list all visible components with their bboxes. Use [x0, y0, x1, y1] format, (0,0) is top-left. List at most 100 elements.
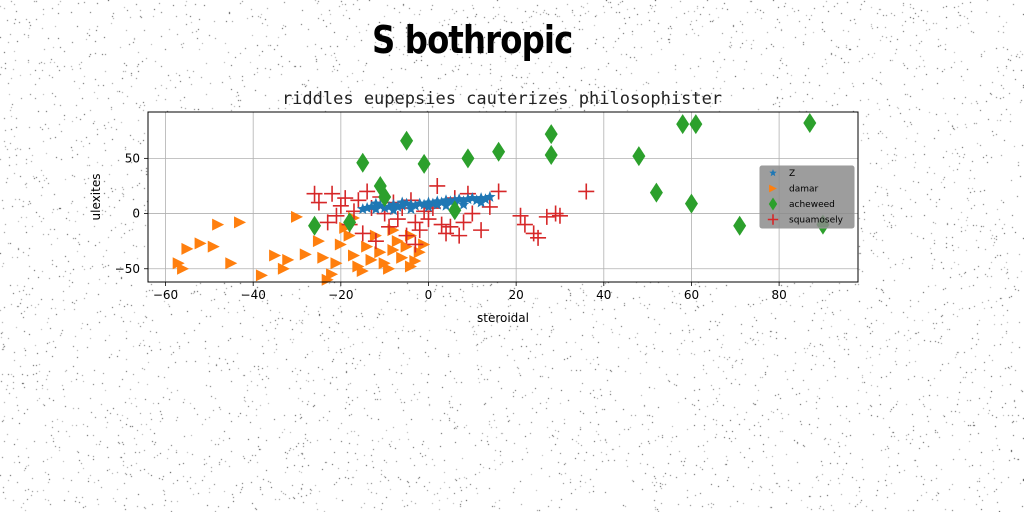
point-damar [291, 210, 304, 223]
point-squamosely [512, 207, 529, 224]
chart-title: riddles eupepsies cauterizes philosophis… [282, 89, 722, 109]
point-z [387, 204, 400, 216]
point-squamosely [442, 218, 459, 235]
point-acheweed [356, 152, 370, 173]
legend-marker-squamosely [767, 214, 779, 225]
point-acheweed [632, 146, 646, 167]
point-acheweed [803, 113, 817, 134]
legend-marker-z [769, 169, 777, 177]
point-squamosely [407, 214, 424, 231]
x-tick-label: 60 [684, 288, 699, 302]
legend-label-acheweed: acheweed [789, 200, 835, 210]
point-damar [312, 235, 325, 248]
point-z [396, 196, 408, 208]
point-damar [269, 249, 282, 262]
x-axis-ticks: −60 −40 −20 0 20 40 60 80 [153, 282, 787, 302]
point-acheweed [378, 187, 392, 207]
figure-suptitle: S bothropic [372, 18, 573, 62]
point-damar [413, 246, 426, 259]
point-acheweed [343, 212, 357, 233]
series-damar [172, 210, 431, 286]
series-acheweed [308, 113, 830, 236]
point-squamosely [438, 225, 455, 242]
plot-frame [147, 111, 859, 283]
point-squamosely [319, 214, 336, 231]
point-acheweed [400, 130, 414, 151]
y-axis-label: ulexites [89, 174, 103, 221]
point-z [484, 191, 496, 202]
point-damar [334, 238, 347, 251]
point-z [405, 203, 417, 214]
point-squamosely [332, 197, 349, 214]
point-damar [418, 238, 431, 251]
point-squamosely [525, 225, 542, 242]
point-squamosely [433, 216, 450, 233]
point-damar [396, 251, 409, 264]
y-tick-label: −50 [115, 262, 140, 276]
point-acheweed [492, 141, 506, 162]
point-squamosely [411, 222, 428, 239]
point-squamosely [538, 208, 555, 225]
point-damar [330, 257, 343, 270]
point-damar [347, 249, 360, 262]
point-squamosely [481, 198, 498, 215]
point-squamosely [464, 205, 481, 222]
y-axis-ticks: −50 0 50 [115, 151, 148, 276]
point-damar [387, 243, 400, 256]
point-squamosely [310, 194, 327, 211]
point-acheweed [684, 193, 698, 214]
point-z [409, 199, 422, 211]
point-damar [207, 240, 220, 253]
point-squamosely [578, 183, 595, 200]
point-damar [374, 246, 387, 259]
x-tick-label: 80 [771, 288, 786, 302]
point-acheweed [544, 145, 558, 166]
point-squamosely [324, 185, 341, 202]
point-damar [234, 216, 247, 229]
point-z [440, 199, 452, 211]
point-acheweed [461, 148, 475, 169]
point-damar [212, 218, 225, 231]
point-squamosely [490, 183, 507, 200]
point-damar [172, 257, 185, 270]
point-damar [326, 268, 339, 281]
point-acheweed [689, 114, 703, 135]
point-acheweed [649, 182, 663, 203]
x-tick-label: −40 [241, 288, 266, 302]
point-damar [378, 257, 391, 270]
x-tick-label: −60 [153, 288, 178, 302]
point-z [374, 199, 386, 211]
point-z [357, 203, 369, 214]
point-damar [255, 269, 268, 282]
point-squamosely [530, 229, 547, 246]
y-tick-label: 0 [132, 207, 140, 221]
point-acheweed [676, 114, 690, 135]
point-squamosely [381, 218, 398, 235]
point-z [453, 193, 465, 205]
point-squamosely [516, 216, 533, 233]
point-damar [282, 253, 295, 266]
point-squamosely [350, 192, 367, 209]
point-squamosely [367, 233, 384, 250]
legend-marker-damar [769, 184, 777, 193]
x-tick-label: −20 [328, 288, 353, 302]
plot-area [148, 112, 858, 282]
point-z [383, 200, 395, 212]
point-squamosely [389, 211, 406, 228]
point-damar [277, 262, 290, 275]
point-squamosely [473, 222, 490, 239]
point-damar [177, 262, 190, 275]
point-squamosely [455, 214, 472, 231]
point-squamosely [354, 225, 371, 242]
point-squamosely [306, 185, 323, 202]
point-squamosely [337, 190, 354, 207]
point-z [471, 194, 483, 206]
point-damar [225, 257, 238, 270]
legend-label-damar: damar [789, 185, 819, 195]
point-damar [391, 235, 404, 248]
point-z [392, 200, 404, 212]
point-z [370, 197, 382, 209]
point-z [466, 192, 478, 203]
x-axis-label: steroidal [477, 311, 529, 325]
